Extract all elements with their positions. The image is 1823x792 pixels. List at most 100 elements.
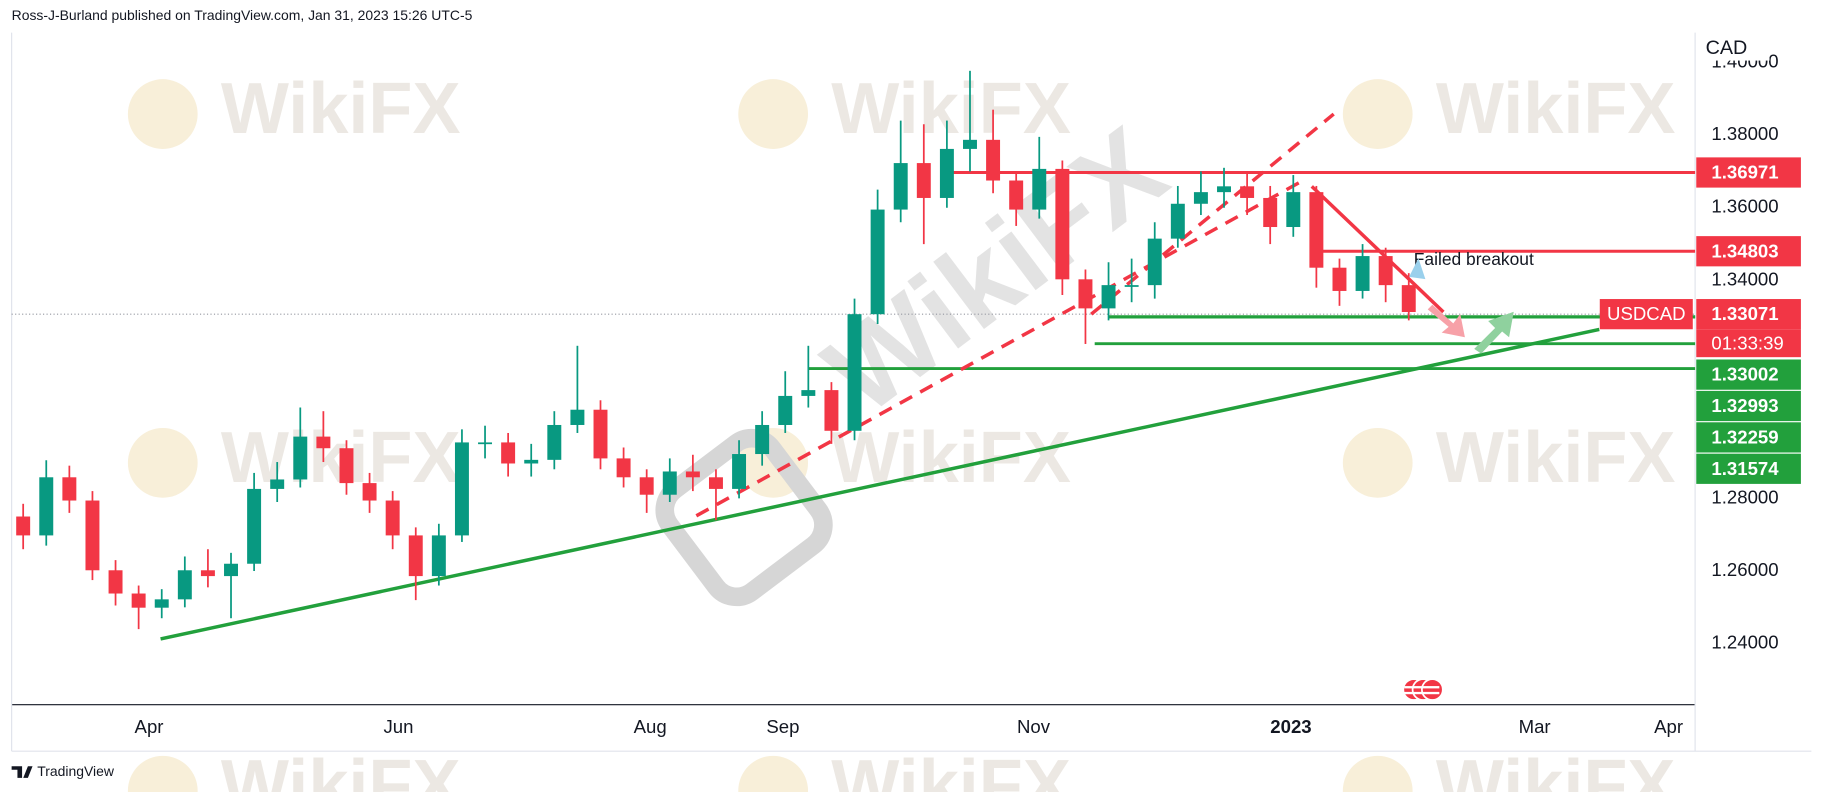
candle-body (108, 570, 123, 594)
candle-body (1378, 256, 1393, 286)
watermark-icon (738, 79, 809, 149)
events-icon (1402, 678, 1444, 701)
y-tick-label: 1.34000 (1711, 268, 1778, 289)
x-tick-label: 2023 (1270, 716, 1311, 737)
candle-body (524, 459, 539, 464)
y-tick-label: 1.38000 (1711, 123, 1778, 144)
candle-body (1193, 192, 1208, 204)
price-badge-label: 1.33071 (1711, 303, 1778, 324)
candle-body (1355, 256, 1370, 291)
watermark-icon (738, 755, 809, 792)
price-badge (1696, 453, 1801, 484)
price-badge (1696, 236, 1801, 267)
symbol-badge-label: USDCAD (1607, 303, 1686, 324)
candle-body (270, 479, 285, 489)
watermark-text: WikiFX (831, 69, 1071, 149)
axes: Apr Jun Aug Sep Nov 2023 Mar Apr 1.24000 1.26000 1… (135, 35, 1801, 737)
candle-body (200, 570, 215, 577)
currency-label: CAD (1706, 37, 1748, 59)
y-tick-label: 1.24000 (1711, 632, 1778, 653)
up-arrow-icon (1474, 311, 1514, 354)
candle-body (1170, 203, 1185, 239)
watermark-text: WikiFX (1436, 746, 1676, 792)
candle-body (1032, 168, 1047, 210)
watermark-text: WikiFX (1436, 69, 1676, 149)
countdown-badge (1696, 329, 1801, 358)
candle-body (478, 442, 493, 445)
candle-body (685, 471, 700, 478)
down-arrow-icon (1427, 304, 1465, 338)
candle-body (39, 477, 54, 536)
candle-body (1101, 285, 1116, 309)
candle-body (131, 593, 146, 608)
candle-body (1217, 186, 1231, 193)
watermark-icon (655, 428, 833, 607)
x-tick-label: Jun (383, 716, 413, 737)
watermark-text: WikiFX (1436, 418, 1676, 498)
publisher-header: Ross-J-Burland published on TradingView.… (12, 7, 473, 23)
candle-body (1401, 285, 1416, 313)
candle-body (662, 471, 677, 495)
price-badge-label: 1.36971 (1711, 162, 1778, 183)
x-tick-label: Apr (1654, 716, 1683, 737)
candle-body (1286, 192, 1301, 228)
candle-body (593, 409, 608, 459)
watermark-text: WikiFX (221, 69, 461, 149)
watermark-text: WikiFX (831, 746, 1071, 792)
watermark-icon (127, 755, 198, 792)
trend-line (160, 327, 1600, 641)
candle-body (385, 500, 400, 536)
y-tick-label: 1.28000 (1711, 486, 1778, 507)
y-tick-label: 1.26000 (1711, 559, 1778, 580)
watermark-text: WikiFX (221, 746, 461, 792)
candle-body (1078, 279, 1093, 309)
candle-body (454, 442, 469, 536)
candle-body (893, 163, 908, 210)
candle-body (778, 395, 793, 425)
annotation: Failed breakout (1414, 249, 1534, 269)
candle-body (316, 436, 331, 449)
candle-body (732, 454, 747, 489)
x-tick-label: Apr (135, 716, 164, 737)
candle-body (362, 483, 377, 501)
candle-body (963, 139, 977, 149)
candle-body (986, 139, 1001, 181)
candle-body (1055, 168, 1070, 280)
price-badge (1696, 422, 1801, 453)
footer-brand: TradingView (37, 763, 115, 779)
y-tick-label: 1.36000 (1711, 196, 1778, 217)
countdown-label: 01:33:39 (1711, 332, 1783, 353)
candle-body (801, 390, 816, 396)
candle-body (1147, 238, 1162, 286)
candle-body (501, 442, 516, 464)
candle-body (1009, 180, 1024, 210)
tradingview-logo (11, 766, 33, 778)
candle-body (85, 500, 100, 571)
price-badge-label: 1.32259 (1711, 426, 1778, 447)
price-badge (1696, 359, 1801, 390)
candle-body (616, 458, 631, 478)
candle-body (16, 516, 31, 536)
candle-body (708, 477, 723, 489)
candle-body (339, 448, 354, 484)
plot-area: Failed breakout (11, 70, 1696, 641)
candle-body (847, 314, 862, 431)
candle-body (62, 477, 77, 501)
candle-body (1309, 192, 1324, 268)
symbol-badge (1599, 299, 1693, 330)
candle-body (639, 477, 654, 495)
watermark-icon (1342, 79, 1413, 149)
candle-body (755, 424, 770, 455)
candle-body (1263, 197, 1278, 228)
price-badge-label: 1.32993 (1711, 395, 1778, 416)
price-badge (1696, 390, 1801, 422)
cursor-icon (1409, 258, 1426, 280)
candle-body (408, 535, 423, 577)
currency-bg (1699, 35, 1770, 61)
candle-body (154, 599, 169, 608)
candle-body (916, 163, 931, 198)
price-badge-label: 1.31574 (1711, 458, 1779, 479)
candle-body (224, 563, 238, 577)
